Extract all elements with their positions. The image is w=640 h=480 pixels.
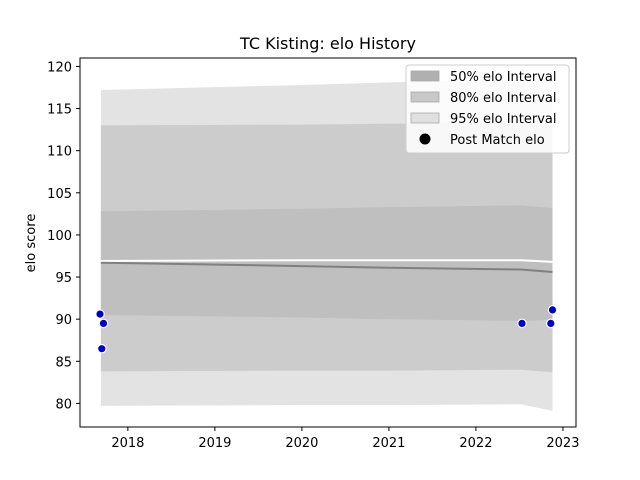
x-tick-label: 2021: [372, 436, 405, 451]
legend-swatch: [411, 113, 439, 123]
y-tick-label: 100: [47, 229, 72, 244]
legend-label: 95% elo Interval: [450, 112, 557, 127]
y-tick-label: 110: [47, 145, 72, 160]
post-match-point: [547, 319, 555, 327]
y-tick-label: 80: [55, 397, 72, 412]
y-tick-label: 85: [55, 355, 72, 370]
y-tick-label: 95: [55, 271, 72, 286]
post-match-point: [99, 319, 107, 327]
post-match-point: [548, 306, 556, 314]
legend-label: 50% elo Interval: [450, 70, 557, 85]
post-match-point: [96, 310, 104, 318]
y-axis-label: elo score: [24, 214, 39, 273]
legend-label: 80% elo Interval: [450, 91, 557, 106]
x-tick-label: 2018: [111, 436, 144, 451]
post-match-point: [518, 319, 526, 327]
chart-title: TC Kisting: elo History: [239, 34, 416, 53]
x-tick-label: 2020: [285, 436, 318, 451]
x-tick-label: 2022: [459, 436, 492, 451]
y-tick-label: 120: [47, 60, 72, 75]
x-tick-label: 2023: [546, 436, 579, 451]
legend-swatch: [411, 71, 439, 81]
legend-marker: [420, 134, 431, 145]
y-tick-label: 105: [47, 187, 72, 202]
legend-label: Post Match elo: [450, 133, 545, 148]
post-match-point: [98, 345, 106, 353]
y-tick-label: 115: [47, 103, 72, 118]
legend-swatch: [411, 92, 439, 102]
legend: 50% elo Interval 80% elo Interval 95% elo …: [406, 65, 569, 153]
y-tick-label: 90: [55, 313, 72, 328]
x-tick-label: 2019: [198, 436, 231, 451]
